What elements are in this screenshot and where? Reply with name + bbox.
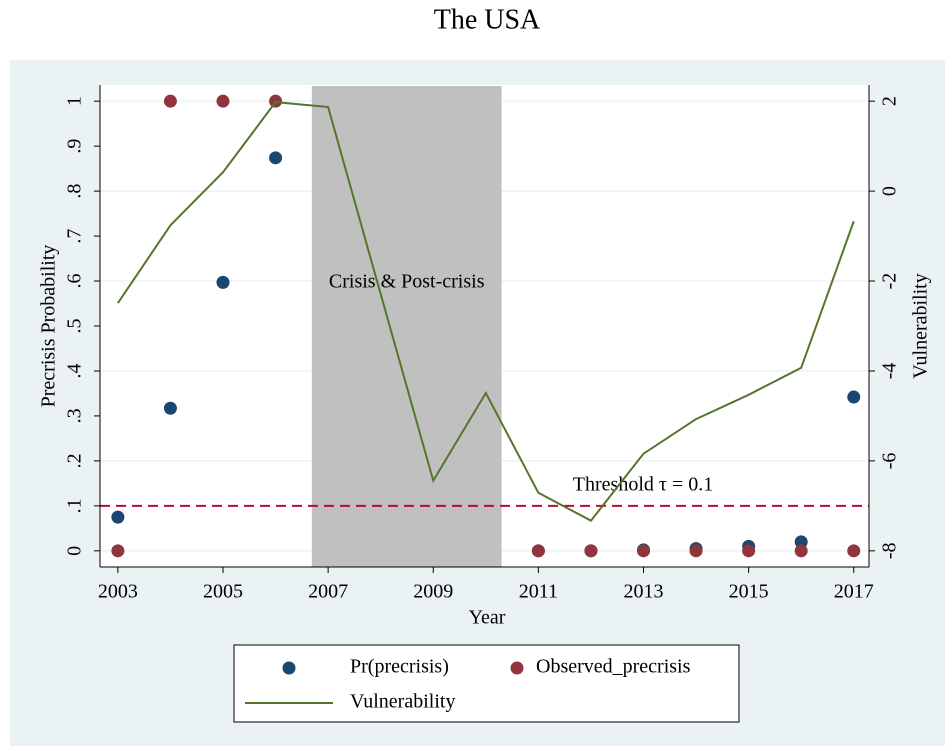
- point: [111, 510, 125, 524]
- x-tick-label: 2003: [98, 581, 138, 603]
- x-tick-label: 2009: [413, 581, 453, 603]
- y2-tick-label: -6: [879, 453, 901, 470]
- point: [111, 544, 125, 558]
- point: [794, 535, 808, 549]
- point: [269, 151, 283, 165]
- legend-label: Observed_precrisis: [536, 656, 691, 678]
- shade-label: Crisis & Post-crisis: [329, 271, 485, 293]
- point: [847, 390, 861, 404]
- chart-title: The USA: [434, 4, 541, 35]
- y-tick-label: .8: [64, 184, 86, 199]
- point: [163, 401, 177, 415]
- point: [637, 544, 651, 558]
- point: [742, 544, 756, 558]
- x-tick-label: 2013: [624, 581, 664, 603]
- vulnerability-line: [117, 101, 855, 522]
- x-tick-label: 2017: [834, 581, 874, 603]
- y-tick-label: .6: [64, 274, 86, 289]
- y-tick-label: 0: [64, 546, 86, 556]
- x-tick-label: 2005: [203, 581, 243, 603]
- x-tick-label: 2015: [729, 581, 769, 603]
- y-tick-label: .7: [64, 229, 86, 244]
- point: [584, 544, 598, 558]
- legend-label: Pr(precrisis): [350, 656, 449, 678]
- y-tick-label: .4: [64, 363, 86, 378]
- y2-tick-label: -2: [879, 273, 901, 290]
- y-tick-label: .3: [64, 408, 86, 423]
- y2-tick-label: -8: [879, 542, 901, 559]
- point: [216, 94, 230, 108]
- y2-tick-label: 0: [879, 186, 901, 196]
- threshold-label: Threshold τ = 0.1: [573, 473, 713, 495]
- y2-tick-label: -4: [879, 363, 901, 380]
- y-axis-title: Precrisis Probability: [38, 245, 60, 408]
- y-tick-label: .1: [64, 498, 86, 513]
- x-axis-title: Year: [469, 607, 506, 629]
- legend-swatch: [282, 661, 296, 675]
- point: [216, 275, 230, 289]
- y2-axis-title: Vulnerability: [910, 273, 932, 378]
- point: [531, 544, 545, 558]
- y-tick-label: .2: [64, 453, 86, 468]
- x-tick-label: 2011: [519, 581, 558, 603]
- point: [847, 544, 861, 558]
- legend-box: [233, 644, 740, 723]
- point: [689, 544, 703, 558]
- y2-tick-label: 2: [879, 96, 901, 106]
- point: [163, 94, 177, 108]
- legend-swatch: [510, 661, 524, 675]
- y-tick-label: .9: [64, 139, 86, 154]
- y-tick-label: 1: [64, 96, 86, 106]
- point: [794, 544, 808, 558]
- shade-region: [311, 86, 502, 567]
- y-tick-label: .5: [64, 319, 86, 334]
- x-tick-label: 2007: [308, 581, 348, 603]
- legend-label: Vulnerability: [350, 691, 455, 713]
